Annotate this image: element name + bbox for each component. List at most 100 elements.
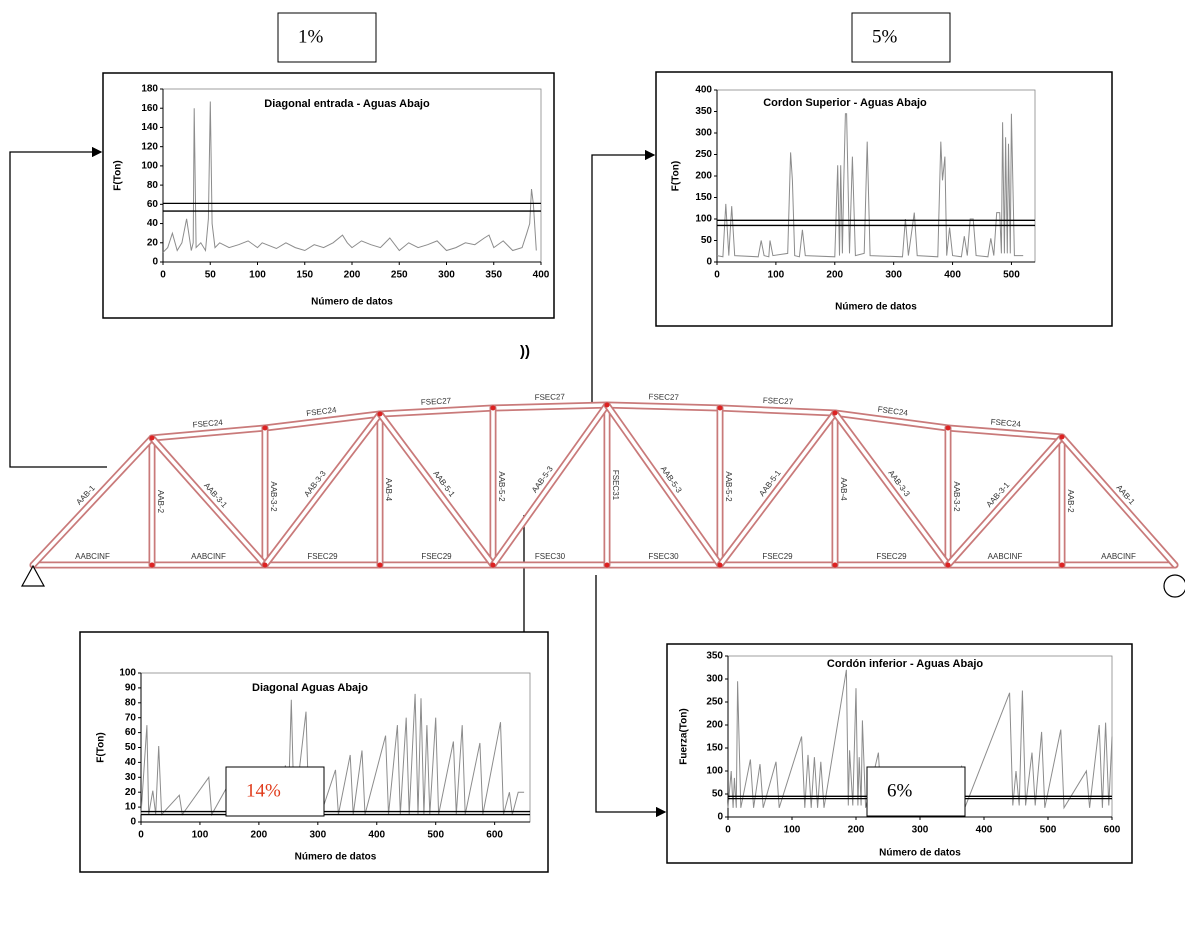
member-label: AAB-2 <box>156 490 165 514</box>
member-label: AAB-2 <box>1066 489 1075 513</box>
x-tick-label: 300 <box>309 830 326 841</box>
y-tick-label: 70 <box>125 712 137 723</box>
x-tick-label: 0 <box>725 825 731 836</box>
x-axis-label: Número de datos <box>835 302 917 313</box>
node <box>262 425 268 431</box>
chart-title: Diagonal Aguas Abajo <box>252 682 368 694</box>
node <box>945 425 951 431</box>
node <box>1059 562 1065 568</box>
member-core <box>718 411 837 567</box>
node <box>149 435 155 441</box>
y-tick-label: 150 <box>706 743 723 754</box>
node <box>717 405 723 411</box>
percent-label: 6% <box>887 780 913 801</box>
y-tick-label: 120 <box>141 141 158 152</box>
x-tick-label: 400 <box>976 825 993 836</box>
member-label: FSEC29 <box>307 552 338 561</box>
x-tick-label: 0 <box>714 270 720 281</box>
x-tick-label: 100 <box>784 825 801 836</box>
y-tick-label: 200 <box>706 720 723 731</box>
member-label: FSEC31 <box>611 470 620 501</box>
y-tick-label: 200 <box>695 171 712 182</box>
x-tick-label: 150 <box>296 270 313 281</box>
y-tick-label: 250 <box>706 697 723 708</box>
y-tick-label: 80 <box>147 180 159 191</box>
y-tick-label: 250 <box>695 149 712 160</box>
x-tick-label: 50 <box>205 270 217 281</box>
x-tick-label: 400 <box>533 270 550 281</box>
y-tick-label: 10 <box>125 802 137 813</box>
y-tick-label: 150 <box>695 192 712 203</box>
percent-label: 5% <box>872 26 898 47</box>
member-label: FSEC24 <box>877 405 909 418</box>
node <box>832 562 838 568</box>
member-core <box>263 412 382 430</box>
member-core <box>1060 435 1177 567</box>
y-tick-label: 100 <box>119 668 136 679</box>
y-tick-label: 180 <box>141 84 158 95</box>
member-core <box>491 403 609 410</box>
percent-label: 1% <box>298 26 324 47</box>
node <box>149 562 155 568</box>
y-tick-label: 100 <box>141 161 158 172</box>
x-tick-label: 500 <box>427 830 444 841</box>
member-label: AABCINF <box>1101 552 1136 561</box>
x-tick-label: 350 <box>485 270 502 281</box>
percent-box <box>851 12 951 63</box>
chart: 0 50 100 150 200 250 300 350 400 0 100 200 300 400 500… <box>655 71 1113 327</box>
member-core <box>718 406 837 415</box>
member-label: AAB-5-2 <box>724 471 733 502</box>
chart-title: Cordon Superior - Aguas Abajo <box>763 97 927 109</box>
y-tick-label: 100 <box>695 214 712 225</box>
member-label: FSEC29 <box>762 552 793 561</box>
member-label: AABCINF <box>988 552 1023 561</box>
x-tick-label: 200 <box>344 270 361 281</box>
arrow <box>9 146 107 468</box>
member-core <box>378 406 495 416</box>
member-label: FSEC24 <box>990 417 1021 428</box>
member-label: FSEC27 <box>535 392 566 402</box>
node <box>604 562 610 568</box>
member-label: FSEC30 <box>535 552 566 561</box>
x-tick-label: 600 <box>1104 825 1121 836</box>
y-tick-label: 0 <box>706 257 712 268</box>
y-tick-label: 140 <box>141 122 158 133</box>
node <box>832 410 838 416</box>
roller-support <box>1163 574 1185 598</box>
y-tick-label: 0 <box>130 817 136 828</box>
y-tick-label: 50 <box>712 789 724 800</box>
member-core <box>150 436 267 567</box>
y-axis-label: Fuerza(Ton) <box>679 708 690 764</box>
x-tick-label: 300 <box>912 825 929 836</box>
node <box>377 411 383 417</box>
x-tick-label: 500 <box>1003 270 1020 281</box>
node <box>604 402 610 408</box>
y-tick-label: 300 <box>706 674 723 685</box>
node <box>490 405 496 411</box>
member-label: AAB-3-2 <box>269 481 278 512</box>
data-line <box>716 113 1024 258</box>
connectors <box>9 146 667 818</box>
member-core <box>946 435 1064 567</box>
member-label: FSEC29 <box>876 552 907 561</box>
arrow <box>591 149 656 405</box>
member-label: FSEC24 <box>306 405 338 418</box>
percent-box <box>866 766 966 817</box>
y-axis-label: F(Ton) <box>671 161 682 191</box>
node <box>1059 434 1065 440</box>
chart-title: Diagonal entrada - Aguas Abajo <box>264 98 430 110</box>
y-axis-label: F(Ton) <box>113 160 124 190</box>
chart: 0 20 40 60 80 100 120 140 160 180 0 50 100 150 200 250 3… <box>102 72 555 319</box>
y-tick-label: 20 <box>125 787 137 798</box>
chart-frame <box>102 72 555 319</box>
x-tick-label: 250 <box>391 270 408 281</box>
y-tick-label: 50 <box>701 235 713 246</box>
x-tick-label: 500 <box>1040 825 1057 836</box>
member-label: AAB-3-2 <box>952 481 961 512</box>
member-label: FSEC27 <box>649 392 680 402</box>
y-tick-label: 0 <box>717 812 723 823</box>
member-core <box>605 403 722 410</box>
member-label: AAB-5-2 <box>497 471 506 502</box>
x-axis-label: Número de datos <box>295 852 377 863</box>
